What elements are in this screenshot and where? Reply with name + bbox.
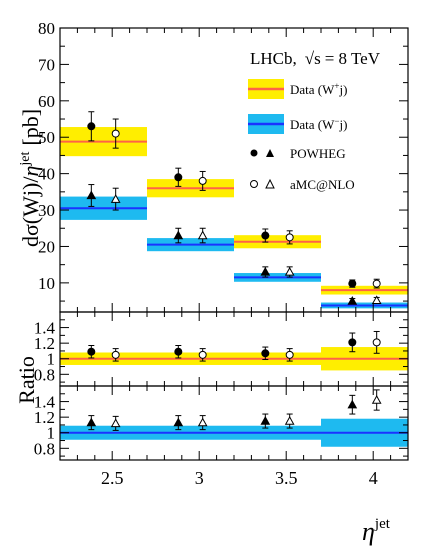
amcnlo-wplus-point: [372, 279, 381, 288]
legend-amcnlo-circle-marker: [250, 180, 258, 188]
ratio-wminus-amcnlo-point: [197, 417, 208, 427]
legend: Data (W+j) Data (W−j) POWHEG aMC@NLO: [248, 79, 355, 192]
main-ytick-label: 60: [38, 92, 55, 111]
powheg-wminus-point: [347, 296, 358, 305]
powheg-wminus-point: [260, 266, 271, 276]
amcnlo-wminus-point: [110, 194, 121, 203]
ratio-wminus-powheg-point: [260, 416, 271, 425]
powheg-wplus-point: [261, 231, 270, 240]
ratio-wminus-amcnlo-point: [110, 418, 121, 428]
ratio-wplus-amcnlo-point: [285, 350, 294, 359]
ratio-wplus-panel: 0.811.21.4: [34, 311, 409, 387]
ratio-wminus-powheg-point: [86, 417, 97, 427]
main-ytick-label: 40: [38, 165, 55, 184]
legend-powheg-label: POWHEG: [290, 146, 346, 161]
x-axis-title: ηjet: [362, 516, 391, 546]
main-panel: 10 20 30 40 50 60 70 80: [38, 19, 409, 313]
ratio-wplus-ytick-label: 1.4: [34, 319, 56, 338]
amcnlo-wminus-point: [197, 230, 208, 240]
ratio-wplus-amcnlo-point: [198, 350, 207, 359]
ratio-wminus-powheg-point: [347, 399, 358, 409]
legend-amcnlo-label: aMC@NLO: [290, 177, 355, 192]
ratio-wplus-powheg-point: [87, 347, 96, 356]
powheg-wminus-point: [173, 230, 184, 240]
ratio-wplus-ytick-label: 0.8: [34, 365, 55, 384]
legend-powheg-triangle-marker: [266, 149, 274, 157]
main-panel-frame: [59, 27, 409, 313]
ratio-wplus-ytick-label: 1: [47, 350, 56, 369]
amcnlo-wplus-point: [111, 129, 120, 138]
legend-wplus-label: Data (W+j): [290, 81, 347, 97]
main-ytick-label: 30: [38, 201, 55, 220]
powheg-wplus-point: [174, 173, 183, 182]
ratio-wplus-amcnlo-point: [372, 338, 381, 347]
ratio-wminus-panel: 0.811.21.42.5 3 3.5 4: [34, 28, 409, 488]
y-axis-title: dσ(Wj)/ηjet[pb]: [18, 109, 43, 247]
powheg-wplus-point: [348, 279, 357, 288]
xtick-label: 2.5: [101, 468, 124, 488]
ratio-wplus-powheg-point: [348, 338, 357, 347]
ratio-wminus-powheg-point: [173, 417, 184, 427]
experiment-annotation: LHCb, √s = 8 TeV: [250, 49, 381, 68]
ratio-wplus-powheg-point: [261, 349, 270, 358]
main-ytick-label: 50: [38, 128, 55, 147]
ratio-wminus-ytick-label: 1.4: [34, 393, 56, 412]
amcnlo-wminus-point: [371, 295, 382, 305]
ratio-wplus-amcnlo-point: [111, 350, 120, 359]
amcnlo-wminus-point: [284, 266, 295, 276]
ratio-wplus-ytick-label: 1.2: [34, 334, 55, 353]
legend-powheg-circle-marker: [250, 149, 258, 157]
amcnlo-wplus-point: [285, 233, 294, 242]
ratio-wplus-powheg-point: [174, 347, 183, 356]
main-ytick-label: 70: [38, 55, 55, 74]
main-ytick-label: 80: [38, 19, 55, 38]
ratio-wminus-ytick-label: 0.8: [34, 439, 55, 458]
main-ytick-label: 10: [38, 274, 55, 293]
powheg-wplus-point: [87, 122, 96, 131]
amcnlo-wplus-point: [198, 176, 207, 185]
xtick-label: 3: [195, 468, 204, 488]
ratio-wminus-amcnlo-point: [371, 394, 382, 404]
legend-wminus-label: Data (W−j): [290, 116, 347, 132]
legend-amcnlo-triangle-marker: [265, 178, 275, 189]
ratio-wminus-amcnlo-point: [284, 416, 295, 425]
main-ytick-label: 20: [38, 237, 55, 256]
powheg-wminus-point: [86, 190, 97, 200]
xtick-label: 4: [369, 468, 378, 488]
ratio-axis-title: Ratio: [14, 356, 39, 404]
ratio-wminus-ytick-label: 1.2: [34, 408, 55, 427]
xtick-label: 3.5: [275, 468, 298, 488]
ratio-wminus-ytick-label: 1: [47, 424, 56, 443]
